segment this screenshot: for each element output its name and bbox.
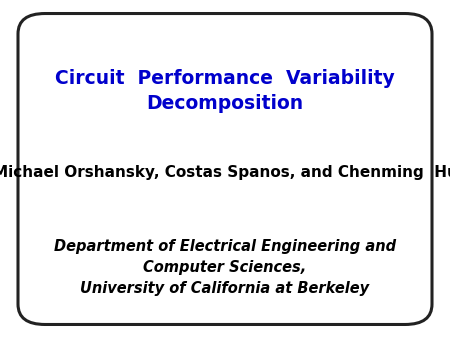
- Text: Department of Electrical Engineering and
Computer Sciences,
University of Califo: Department of Electrical Engineering and…: [54, 239, 396, 295]
- FancyBboxPatch shape: [18, 14, 432, 324]
- Text: Michael Orshansky, Costas Spanos, and Chenming  Hu: Michael Orshansky, Costas Spanos, and Ch…: [0, 165, 450, 180]
- Text: Circuit  Performance  Variability
Decomposition: Circuit Performance Variability Decompos…: [55, 69, 395, 113]
